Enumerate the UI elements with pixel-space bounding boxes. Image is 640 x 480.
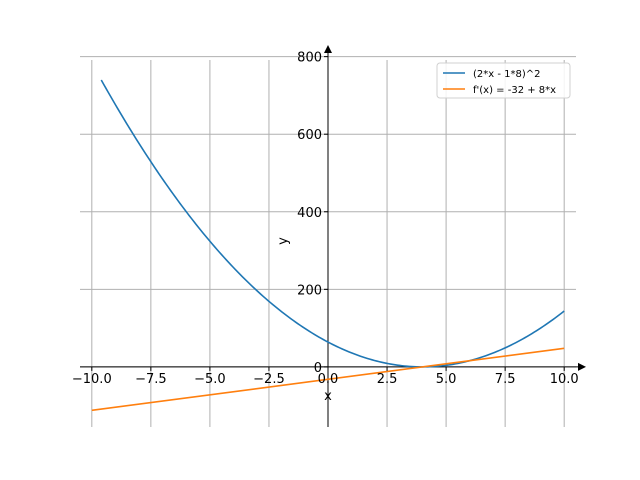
y-axis-label: y [276, 237, 291, 245]
y-tick-label: 600 [297, 128, 322, 143]
x-tick-label: 10.0 [550, 372, 579, 387]
x-axis-label: x [324, 389, 332, 404]
x-tick-label: 2.5 [377, 372, 398, 387]
y-tick-label: 0 [314, 361, 322, 376]
x-tick-label: −2.5 [253, 372, 285, 387]
x-tick-label: 0.0 [318, 372, 339, 387]
axes [80, 45, 586, 427]
series-line-derivative [91, 347, 565, 412]
y-axis-arrow [324, 45, 332, 53]
legend-label: (2*x - 1*8)^2 [473, 69, 541, 80]
x-tick-label: −10.0 [72, 372, 112, 387]
x-tick-label: 5.0 [436, 372, 457, 387]
legend-label: f'(x) = -32 + 8*x [473, 85, 556, 96]
y-tick-label: 400 [297, 206, 322, 221]
y-tick-label: 200 [297, 283, 322, 298]
x-tick-label: −5.0 [194, 372, 226, 387]
legend-box [436, 62, 571, 99]
x-axis-arrow [578, 362, 586, 371]
legend: (2*x - 1*8)^2 f'(x) = -32 + 8*x [436, 62, 571, 99]
series-layer [91, 79, 565, 412]
ticks: −10.0 −7.5 −5.0 −2.5 0.0 2.5 5.0 7.5 10.0 0 200 400… [72, 51, 579, 387]
x-tick-label: −7.5 [135, 372, 167, 387]
y-tick-label: 800 [297, 51, 322, 66]
series-line-parabola [100, 79, 565, 368]
x-tick-label: 7.5 [495, 372, 516, 387]
